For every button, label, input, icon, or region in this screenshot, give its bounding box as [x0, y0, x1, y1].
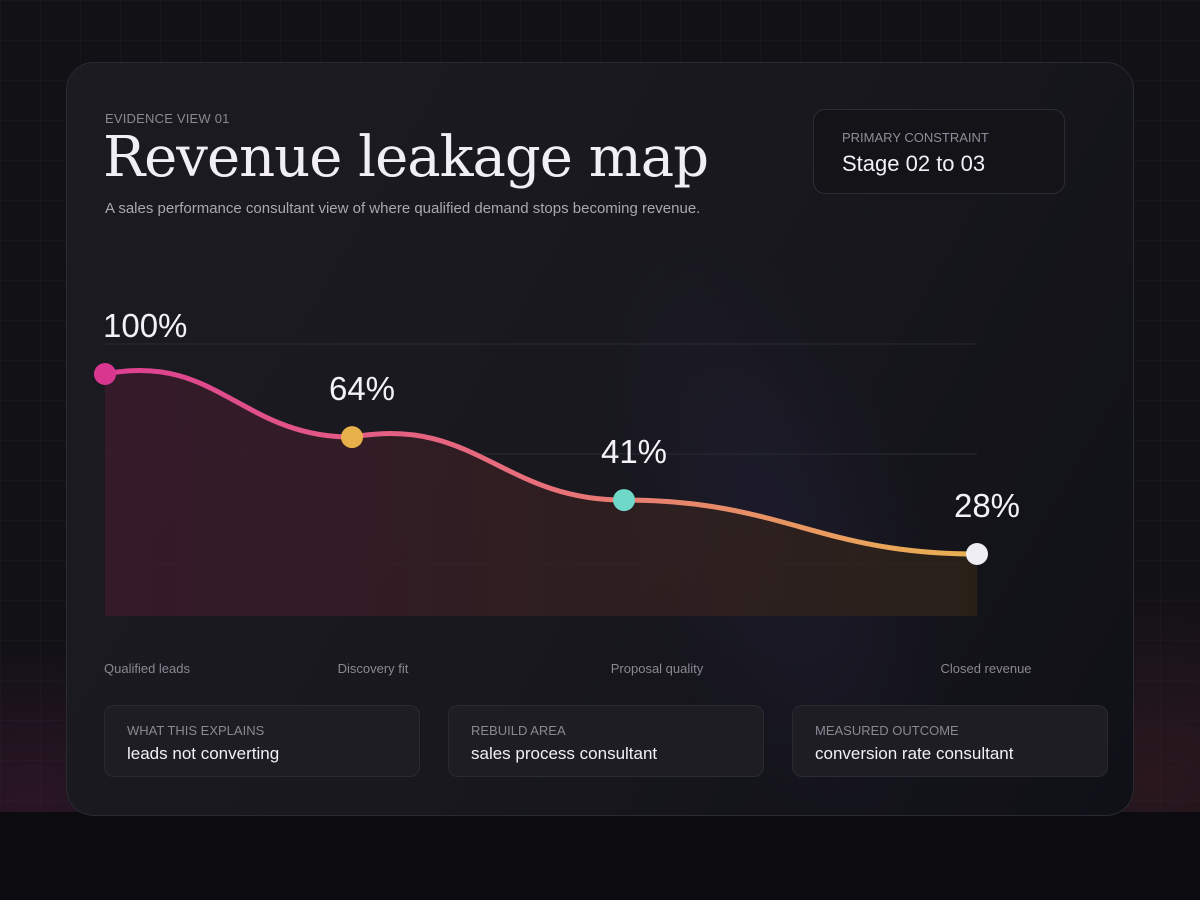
- category-label: Discovery fit: [338, 661, 409, 676]
- area-fill: [105, 370, 977, 616]
- category-label: Qualified leads: [104, 661, 190, 676]
- info-label: WHAT THIS EXPLAINS: [127, 723, 265, 738]
- eyebrow-label: EVIDENCE VIEW 01: [105, 111, 230, 126]
- funnel-chart: 100% Qualified leads 64% Discovery fit 41% Pr…: [94, 307, 1032, 676]
- info-card-rebuild: REBUILD AREA sales process consultant: [448, 705, 764, 777]
- constraint-label: PRIMARY CONSTRAINT: [842, 130, 989, 145]
- data-label: 41%: [601, 433, 667, 470]
- info-value: leads not converting: [127, 744, 280, 763]
- category-label: Closed revenue: [940, 661, 1031, 676]
- data-point: [966, 542, 988, 565]
- page-title: Revenue leakage map: [103, 125, 709, 190]
- page-subtitle: A sales performance consultant view of w…: [105, 200, 701, 217]
- data-label: 100%: [103, 307, 187, 344]
- info-value: conversion rate consultant: [815, 744, 1014, 763]
- info-card-explains: WHAT THIS EXPLAINS leads not converting: [104, 705, 420, 777]
- data-point: [341, 426, 363, 449]
- series-line: [102, 367, 980, 557]
- category-label: Proposal quality: [611, 661, 704, 676]
- info-label: MEASURED OUTCOME: [815, 723, 959, 738]
- data-point: [94, 363, 116, 385]
- info-label: REBUILD AREA: [471, 723, 566, 738]
- data-label: 64%: [329, 370, 395, 407]
- constraint-value: Stage 02 to 03: [842, 151, 986, 176]
- info-value: sales process consultant: [471, 744, 658, 763]
- data-point: [613, 489, 635, 512]
- primary-constraint-box: PRIMARY CONSTRAINT Stage 02 to 03: [813, 109, 1065, 194]
- evidence-card: EVIDENCE VIEW 01 Revenue leakage map A s…: [66, 62, 1134, 816]
- info-card-outcome: MEASURED OUTCOME conversion rate consult…: [792, 705, 1108, 777]
- data-label: 28%: [954, 487, 1020, 524]
